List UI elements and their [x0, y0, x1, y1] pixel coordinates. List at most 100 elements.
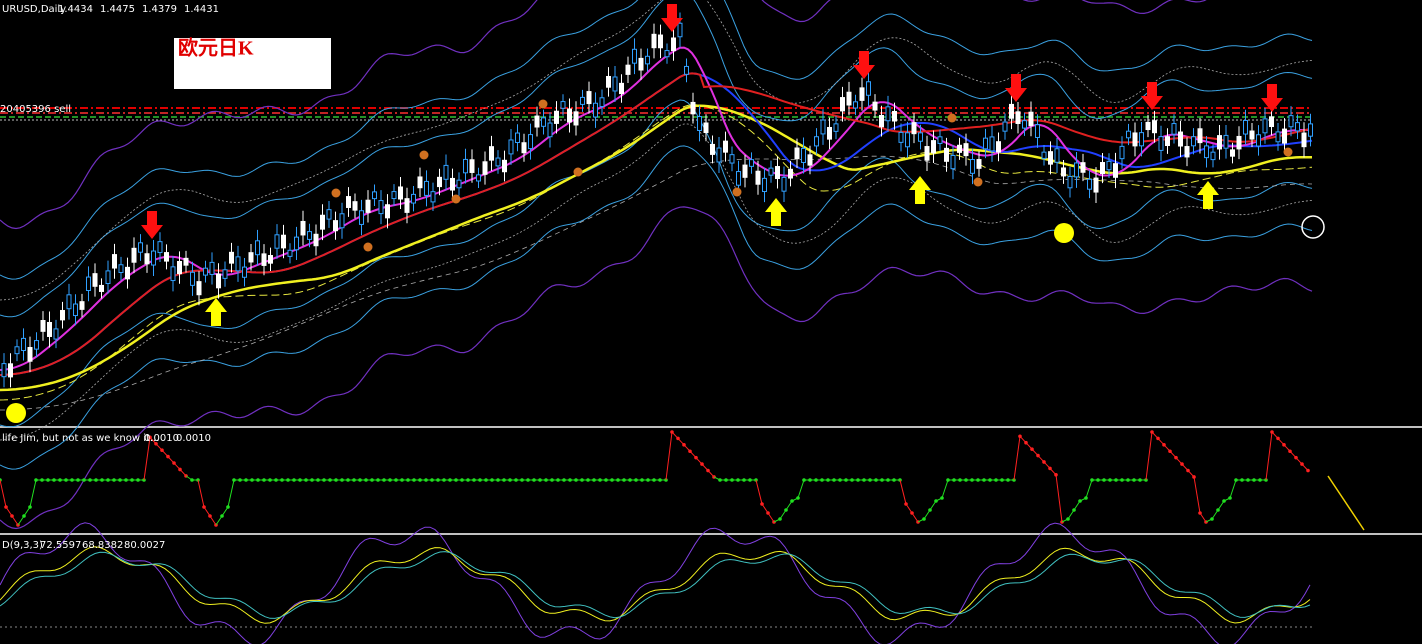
candle-body [424, 180, 429, 196]
candle-body [86, 276, 91, 291]
candle-body [684, 65, 689, 75]
indicator-step [1145, 431, 1153, 481]
candle-body [1, 363, 7, 378]
indicator-step [1193, 476, 1201, 514]
candle-body [216, 273, 221, 289]
indicator-line [0, 0, 1313, 280]
indicator-line [0, 0, 1313, 301]
indicator-step [791, 497, 799, 502]
candle-body [66, 294, 72, 310]
candle-body [677, 22, 683, 38]
candle-body [528, 134, 533, 150]
candle-body [1249, 130, 1255, 140]
oscillator-line [0, 546, 1311, 624]
indicator-step [665, 431, 673, 481]
candle-body [99, 284, 104, 292]
candle-body [164, 252, 169, 262]
candle-body [1269, 116, 1274, 128]
candle-body [235, 256, 241, 272]
indicator-step [1031, 448, 1039, 456]
indicator-step [701, 463, 709, 471]
marker [732, 187, 742, 197]
indicator-step [23, 506, 31, 517]
candle-body [853, 101, 858, 109]
candle-body [1171, 123, 1177, 135]
indicator-step [1163, 444, 1171, 452]
candle-body [144, 253, 150, 265]
candle-body [73, 303, 78, 317]
candle-body [554, 110, 559, 124]
candle-body [983, 137, 988, 150]
candle-body [372, 191, 377, 200]
candle-body [1197, 128, 1203, 144]
candle-body [294, 236, 299, 251]
indicator-step [0, 479, 7, 508]
candle-body [53, 328, 59, 340]
indicator-step [29, 479, 37, 508]
indicator-step [1055, 474, 1063, 523]
candle-body [976, 159, 982, 169]
candle-body [1028, 111, 1034, 127]
indicator-step [1181, 463, 1189, 471]
label-box-text: 欧元日K [178, 36, 254, 60]
candle-body [970, 159, 975, 174]
candle-body [365, 199, 371, 213]
oscillator-value: 80.0027 [124, 540, 165, 551]
candle-body [1230, 149, 1235, 157]
candle-body [34, 340, 39, 350]
candle-body [560, 101, 566, 109]
candle-body [521, 142, 527, 154]
candle-body [151, 250, 156, 266]
candle-body [1041, 151, 1047, 159]
indicator-step [677, 438, 685, 446]
signal-arrow [205, 298, 227, 326]
candle-body [489, 146, 494, 161]
candle-body [567, 108, 572, 123]
candle-body [1035, 124, 1040, 138]
candle-body [645, 55, 650, 65]
candle-body [625, 64, 631, 75]
candle-body [1132, 132, 1138, 147]
marker [573, 167, 583, 177]
candle-body [1308, 123, 1313, 137]
candle-body [885, 106, 891, 122]
indicator-step [179, 469, 187, 477]
candle-body [469, 159, 475, 173]
indicator-step [1289, 450, 1297, 459]
indicator-step [917, 518, 925, 523]
indicator-step [1205, 518, 1213, 523]
indicator-step [695, 457, 703, 465]
candle-body [177, 261, 182, 275]
indicator-line [0, 206, 1313, 530]
candle-body [229, 251, 234, 264]
candle-body [840, 97, 845, 112]
indicator-line [0, 145, 1313, 470]
candle-body [385, 204, 390, 219]
candle-body [1106, 160, 1112, 171]
trend-arrow [1327, 475, 1365, 531]
indicator-step [227, 479, 235, 508]
indicator-step [923, 509, 931, 520]
indicator-step [197, 479, 205, 508]
candle-body [1243, 119, 1248, 135]
candle-body [606, 75, 611, 88]
indicator-step [785, 500, 793, 511]
candle-body [1100, 162, 1105, 175]
candle-body [937, 136, 943, 144]
signal-dot [1054, 223, 1074, 243]
candle-body [541, 117, 546, 127]
indicator-step [1019, 435, 1027, 444]
candle-body [586, 91, 592, 105]
indicator-line [0, 123, 1313, 441]
indicator-value: 0.0010 [144, 433, 179, 444]
candle-body [183, 257, 189, 266]
indicator-step [689, 450, 697, 459]
candle-body [814, 136, 819, 147]
candle-body [898, 131, 904, 143]
indicator-step [935, 497, 943, 502]
indicator-step [1061, 518, 1069, 523]
indicator-step [911, 512, 919, 523]
candle-body [508, 139, 514, 155]
indicator-step [899, 479, 907, 505]
indicator-step [149, 437, 157, 445]
